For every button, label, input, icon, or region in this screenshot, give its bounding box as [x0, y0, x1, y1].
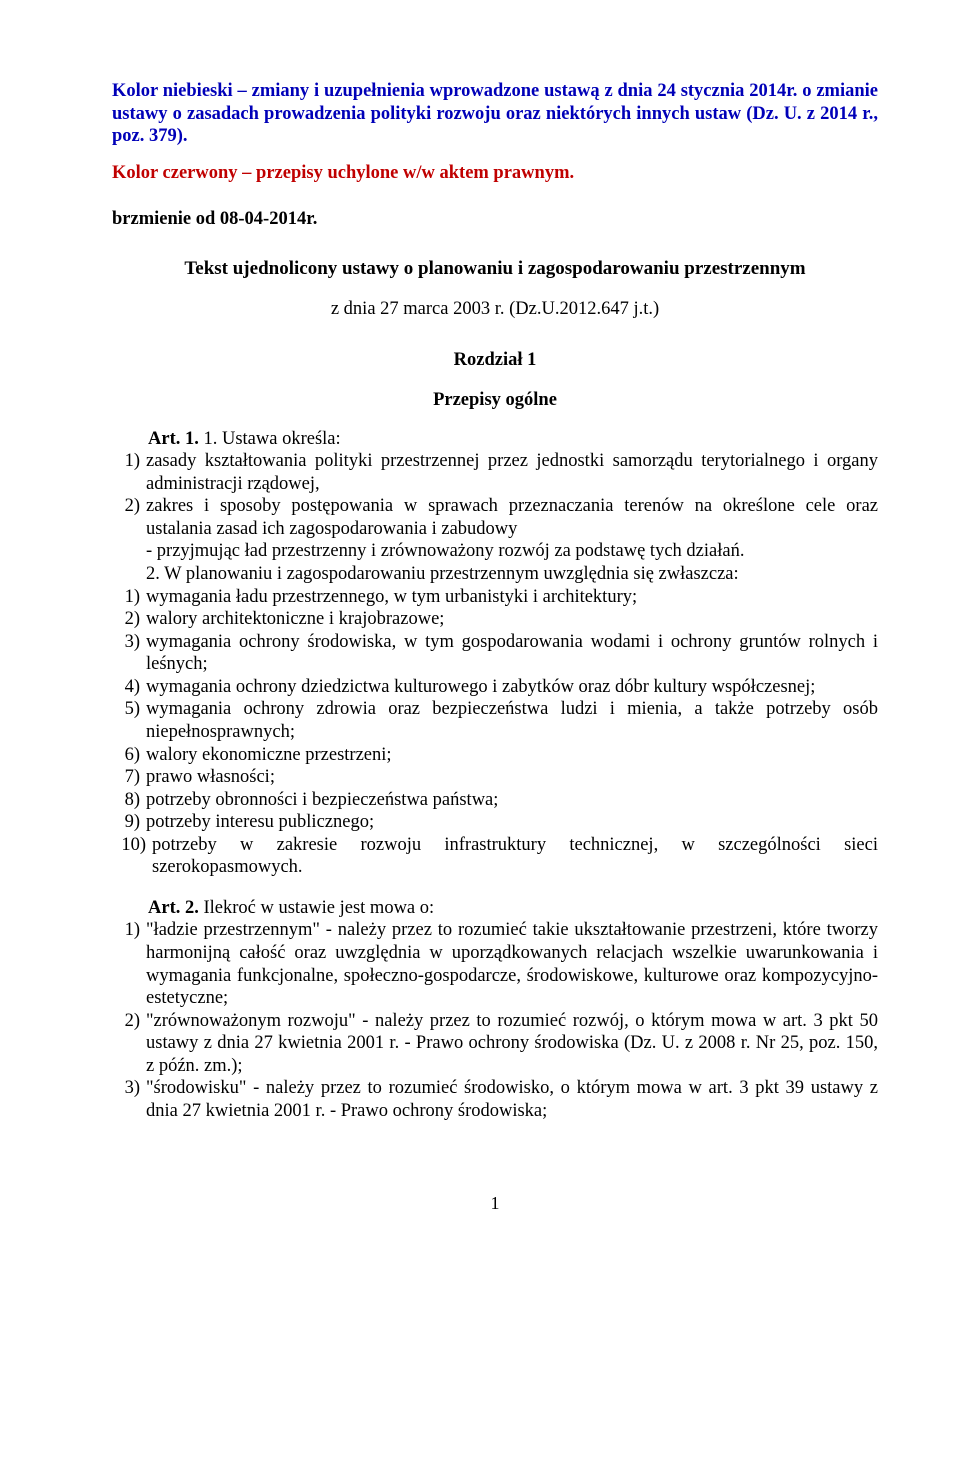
- list-text: "ładzie przestrzennym" - należy przez to…: [146, 919, 878, 1009]
- art1-tail: - przyjmując ład przestrzenny i zrównowa…: [112, 540, 878, 563]
- list-number: 10): [112, 834, 152, 879]
- list-number: 8): [112, 789, 146, 812]
- article-1: Art. 1. 1. Ustawa określa: 1)zasady kszt…: [112, 428, 878, 879]
- art1-lead-bold: Art. 1.: [148, 429, 199, 449]
- list-text: wymagania ochrony środowiska, w tym gosp…: [146, 631, 878, 676]
- list-text: wymagania ładu przestrzennego, w tym urb…: [146, 586, 878, 609]
- list-text: potrzeby interesu publicznego;: [146, 811, 878, 834]
- list-number: 1): [112, 450, 146, 495]
- art1-b-item: 5)wymagania ochrony zdrowia oraz bezpiec…: [112, 698, 878, 743]
- art1-lead: Art. 1. 1. Ustawa określa:: [112, 428, 878, 451]
- list-number: 4): [112, 676, 146, 699]
- list-text: zakres i sposoby postępowania w sprawach…: [146, 495, 878, 540]
- art1-b-item: 6)walory ekonomiczne przestrzeni;: [112, 744, 878, 767]
- art1-b-item: 8)potrzeby obronności i bezpieczeństwa p…: [112, 789, 878, 812]
- list-text: walory architektoniczne i krajobrazowe;: [146, 608, 878, 631]
- list-text: walory ekonomiczne przestrzeni;: [146, 744, 878, 767]
- list-number: 2): [112, 608, 146, 631]
- list-text: wymagania ochrony zdrowia oraz bezpiecze…: [146, 698, 878, 743]
- chapter-name: Przepisy ogólne: [112, 389, 878, 412]
- list-number: 1): [112, 919, 146, 1009]
- list-number: 2): [112, 1010, 146, 1078]
- list-text: potrzeby obronności i bezpieczeństwa pań…: [146, 789, 878, 812]
- list-number: 1): [112, 586, 146, 609]
- chapter-number: Rozdział 1: [112, 349, 878, 372]
- list-number: 5): [112, 698, 146, 743]
- art1-b-item: 10)potrzeby w zakresie rozwoju infrastru…: [112, 834, 878, 879]
- intro-blue: Kolor niebieski – zmiany i uzupełnienia …: [112, 80, 878, 148]
- art1-b-item: 4)wymagania ochrony dziedzictwa kulturow…: [112, 676, 878, 699]
- document-title: Tekst ujednolicony ustawy o planowaniu i…: [112, 257, 878, 280]
- art1-b-item: 7)prawo własności;: [112, 766, 878, 789]
- article-2: Art. 2. Ilekroć w ustawie jest mowa o: 1…: [112, 897, 878, 1123]
- list-text: "zrównoważonym rozwoju" - należy przez t…: [146, 1010, 878, 1078]
- art2-lead: Art. 2. Ilekroć w ustawie jest mowa o:: [112, 897, 878, 920]
- art1-b-item: 2)walory architektoniczne i krajobrazowe…: [112, 608, 878, 631]
- intro-red: Kolor czerwony – przepisy uchylone w/w a…: [112, 162, 878, 185]
- list-number: 7): [112, 766, 146, 789]
- list-number: 6): [112, 744, 146, 767]
- brzmienie: brzmienie od 08-04-2014r.: [112, 208, 878, 231]
- art1-lead-text: 1. Ustawa określa:: [199, 429, 341, 449]
- document-date: z dnia 27 marca 2003 r. (Dz.U.2012.647 j…: [112, 298, 878, 321]
- list-text: potrzeby w zakresie rozwoju infrastruktu…: [152, 834, 878, 879]
- art2-item: 3)"środowisku" - należy przez to rozumie…: [112, 1077, 878, 1122]
- list-number: 3): [112, 1077, 146, 1122]
- list-number: 3): [112, 631, 146, 676]
- list-text: wymagania ochrony dziedzictwa kulturoweg…: [146, 676, 878, 699]
- list-text: prawo własności;: [146, 766, 878, 789]
- art1-b-item: 1)wymagania ładu przestrzennego, w tym u…: [112, 586, 878, 609]
- list-text: "środowisku" - należy przez to rozumieć …: [146, 1077, 878, 1122]
- art2-lead-text: Ilekroć w ustawie jest mowa o:: [199, 898, 434, 918]
- list-number: 2): [112, 495, 146, 540]
- art1-a-item: 1)zasady kształtowania polityki przestrz…: [112, 450, 878, 495]
- art1-a-item: 2)zakres i sposoby postępowania w sprawa…: [112, 495, 878, 540]
- art1-para2: 2. W planowaniu i zagospodarowaniu przes…: [112, 563, 878, 586]
- art1-b-item: 9)potrzeby interesu publicznego;: [112, 811, 878, 834]
- art1-b-item: 3)wymagania ochrony środowiska, w tym go…: [112, 631, 878, 676]
- page-number: 1: [112, 1193, 878, 1215]
- art2-item: 2)"zrównoważonym rozwoju" - należy przez…: [112, 1010, 878, 1078]
- art2-lead-bold: Art. 2.: [148, 898, 199, 918]
- list-text: zasady kształtowania polityki przestrzen…: [146, 450, 878, 495]
- list-number: 9): [112, 811, 146, 834]
- art2-item: 1)"ładzie przestrzennym" - należy przez …: [112, 919, 878, 1009]
